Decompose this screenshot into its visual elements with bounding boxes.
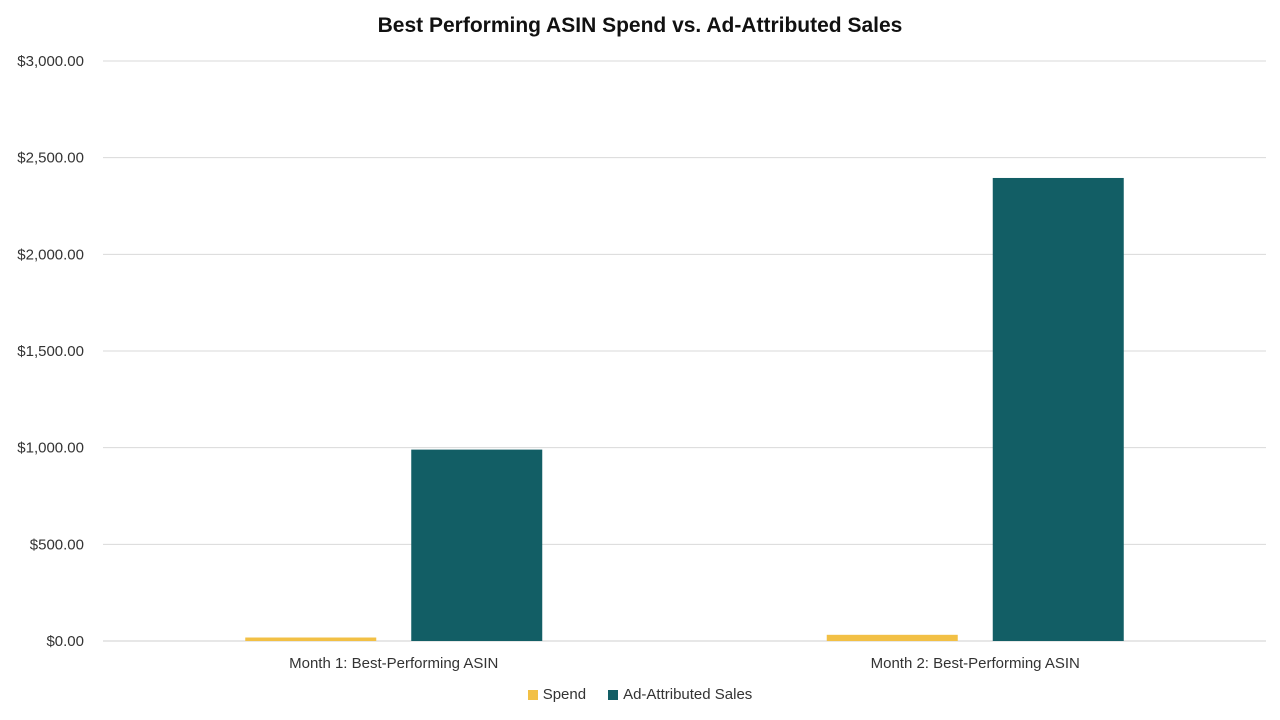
bar-ad-attributed-sales-month-2 [992, 177, 1124, 641]
bar-spend-month-1 [245, 637, 377, 641]
legend: Spend Ad-Attributed Sales [0, 686, 1280, 703]
y-tick-label: $500.00 [30, 536, 84, 553]
y-tick-label: $1,000.00 [17, 440, 84, 457]
y-tick-label: $2,500.00 [17, 150, 84, 167]
y-tick-label: $1,500.00 [17, 343, 84, 360]
y-tick-label: $2,000.00 [17, 246, 84, 263]
legend-label-spend: Spend [542, 686, 587, 703]
x-tick-label: Month 1: Best-Performing ASIN [289, 655, 498, 672]
legend-label-ad-attributed-sales: Ad-Attributed Sales [623, 686, 753, 703]
legend-item-ad-attributed-sales: Ad-Attributed Sales [608, 686, 752, 703]
bar-ad-attributed-sales-month-1 [411, 449, 543, 641]
legend-swatch-ad-attributed-sales [608, 689, 619, 700]
y-tick-label: $0.00 [46, 633, 84, 650]
chart-title: Best Performing ASIN Spend vs. Ad-Attrib… [377, 14, 903, 37]
x-tick-label: Month 2: Best-Performing ASIN [871, 655, 1080, 672]
legend-swatch-spend [527, 689, 538, 700]
y-tick-label: $3,000.00 [17, 53, 84, 70]
bar-spend-month-2 [826, 634, 958, 641]
legend-item-spend: Spend [527, 686, 587, 703]
